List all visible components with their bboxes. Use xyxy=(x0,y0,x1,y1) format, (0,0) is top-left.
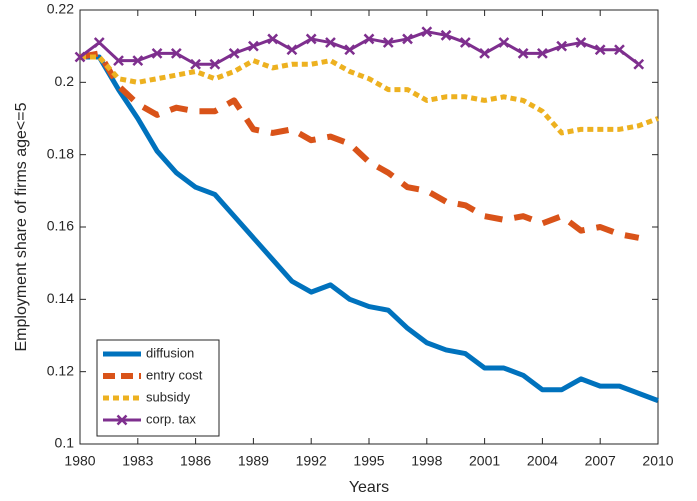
y-tick-label: 0.16 xyxy=(47,218,74,234)
marker xyxy=(614,44,625,56)
x-tick-label: 1989 xyxy=(238,453,269,469)
series-line xyxy=(79,30,640,66)
marker xyxy=(498,37,510,48)
marker xyxy=(344,44,356,56)
marker xyxy=(286,44,298,56)
y-tick-label: 0.2 xyxy=(55,73,75,89)
marker xyxy=(363,33,375,45)
series-line xyxy=(80,54,659,403)
marker xyxy=(267,33,279,45)
x-tick-label: 1983 xyxy=(122,453,153,469)
marker xyxy=(305,33,317,45)
marker xyxy=(151,48,163,59)
marker xyxy=(537,48,548,59)
series-line xyxy=(80,54,659,136)
x-axis-label: Years xyxy=(349,479,389,496)
marker xyxy=(116,414,128,426)
marker xyxy=(402,33,413,45)
legend-label: corp. tax xyxy=(146,411,196,426)
marker xyxy=(132,55,144,67)
marker xyxy=(440,29,452,41)
marker xyxy=(190,58,201,70)
y-tick-label: 0.12 xyxy=(47,362,74,378)
x-tick-label: 1995 xyxy=(353,453,384,469)
x-tick-label: 2010 xyxy=(642,453,673,469)
x-tick-label: 1986 xyxy=(180,453,211,469)
marker xyxy=(575,37,587,48)
x-tick-label: 2004 xyxy=(527,453,558,469)
marker xyxy=(459,37,471,48)
marker xyxy=(382,37,394,48)
marker xyxy=(633,58,645,70)
marker xyxy=(248,40,259,52)
marker xyxy=(74,51,86,63)
y-tick-label: 0.18 xyxy=(47,145,74,161)
marker xyxy=(170,48,182,59)
legend-label: entry cost xyxy=(146,367,203,382)
x-tick-label: 2001 xyxy=(469,453,500,469)
marker xyxy=(228,48,240,59)
x-tick-label: 1980 xyxy=(64,453,95,469)
marker xyxy=(113,55,124,67)
marker xyxy=(517,48,529,59)
marker xyxy=(325,37,336,48)
y-axis-label: Employment share of firms age<=5 xyxy=(13,102,30,351)
marker xyxy=(209,58,221,70)
series-line xyxy=(79,50,640,241)
marker xyxy=(421,26,433,38)
legend-label: subsidy xyxy=(146,389,191,404)
x-tick-label: 2007 xyxy=(585,453,616,469)
legend: diffusion entry cost subsidy corp. tax xyxy=(96,339,220,437)
marker xyxy=(556,40,568,52)
legend-label: diffusion xyxy=(146,345,194,360)
x-tick-label: 1998 xyxy=(411,453,442,469)
marker xyxy=(93,37,105,48)
x-tick-label: 1992 xyxy=(296,453,327,469)
y-tick-label: 0.22 xyxy=(47,1,74,17)
y-tick-label: 0.1 xyxy=(55,435,75,451)
marker xyxy=(479,48,490,59)
marker xyxy=(594,44,606,56)
y-tick-label: 0.14 xyxy=(47,290,74,306)
